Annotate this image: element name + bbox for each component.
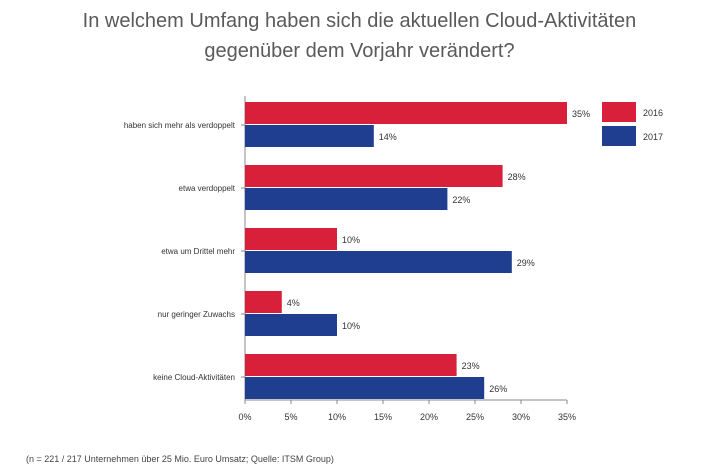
legend-label: 2017	[643, 132, 663, 142]
data-label: 26%	[489, 384, 507, 394]
legend-swatch-2016	[602, 102, 636, 122]
x-tick-label: 30%	[512, 412, 530, 422]
bar-2016	[245, 291, 282, 313]
data-label: 22%	[452, 195, 470, 205]
data-label: 28%	[508, 172, 526, 182]
x-tick-label: 0%	[238, 412, 251, 422]
bar-2016	[245, 228, 337, 250]
category-label: etwa um Drittel mehr	[161, 247, 235, 256]
data-label: 10%	[342, 235, 360, 245]
bar-2017	[245, 314, 337, 336]
x-tick-label: 25%	[466, 412, 484, 422]
x-tick-label: 10%	[328, 412, 346, 422]
data-label: 4%	[287, 298, 300, 308]
data-label: 23%	[462, 361, 480, 371]
data-label: 10%	[342, 321, 360, 331]
legend-swatch-2017	[602, 126, 636, 146]
bar-2016	[245, 354, 457, 376]
x-tick-label: 5%	[284, 412, 297, 422]
chart-title: In welchem Umfang haben sich die aktuell…	[0, 6, 719, 66]
bar-2017	[245, 251, 512, 273]
x-tick-label: 20%	[420, 412, 438, 422]
data-label: 29%	[517, 258, 535, 268]
chart-title-line-1: In welchem Umfang haben sich die aktuell…	[82, 10, 637, 32]
footnote: (n = 221 / 217 Unternehmen über 25 Mio. …	[26, 454, 334, 464]
category-label: keine Cloud-Aktivitäten	[153, 373, 235, 382]
x-tick-label: 15%	[374, 412, 392, 422]
bar-2016	[245, 165, 503, 187]
bar-2017	[245, 125, 374, 147]
legend-label: 2016	[643, 108, 663, 118]
bar-2017	[245, 188, 448, 210]
bar-2016	[245, 102, 567, 124]
data-label: 14%	[379, 132, 397, 142]
category-label: haben sich mehr als verdoppelt	[124, 121, 236, 130]
category-label: nur geringer Zuwachs	[158, 310, 235, 319]
chart-title-line-2: gegenüber dem Vorjahr verändert?	[204, 40, 515, 62]
bar-2017	[245, 377, 485, 399]
category-label: etwa verdoppelt	[179, 184, 236, 193]
x-tick-label: 35%	[558, 412, 576, 422]
data-label: 35%	[572, 109, 590, 119]
